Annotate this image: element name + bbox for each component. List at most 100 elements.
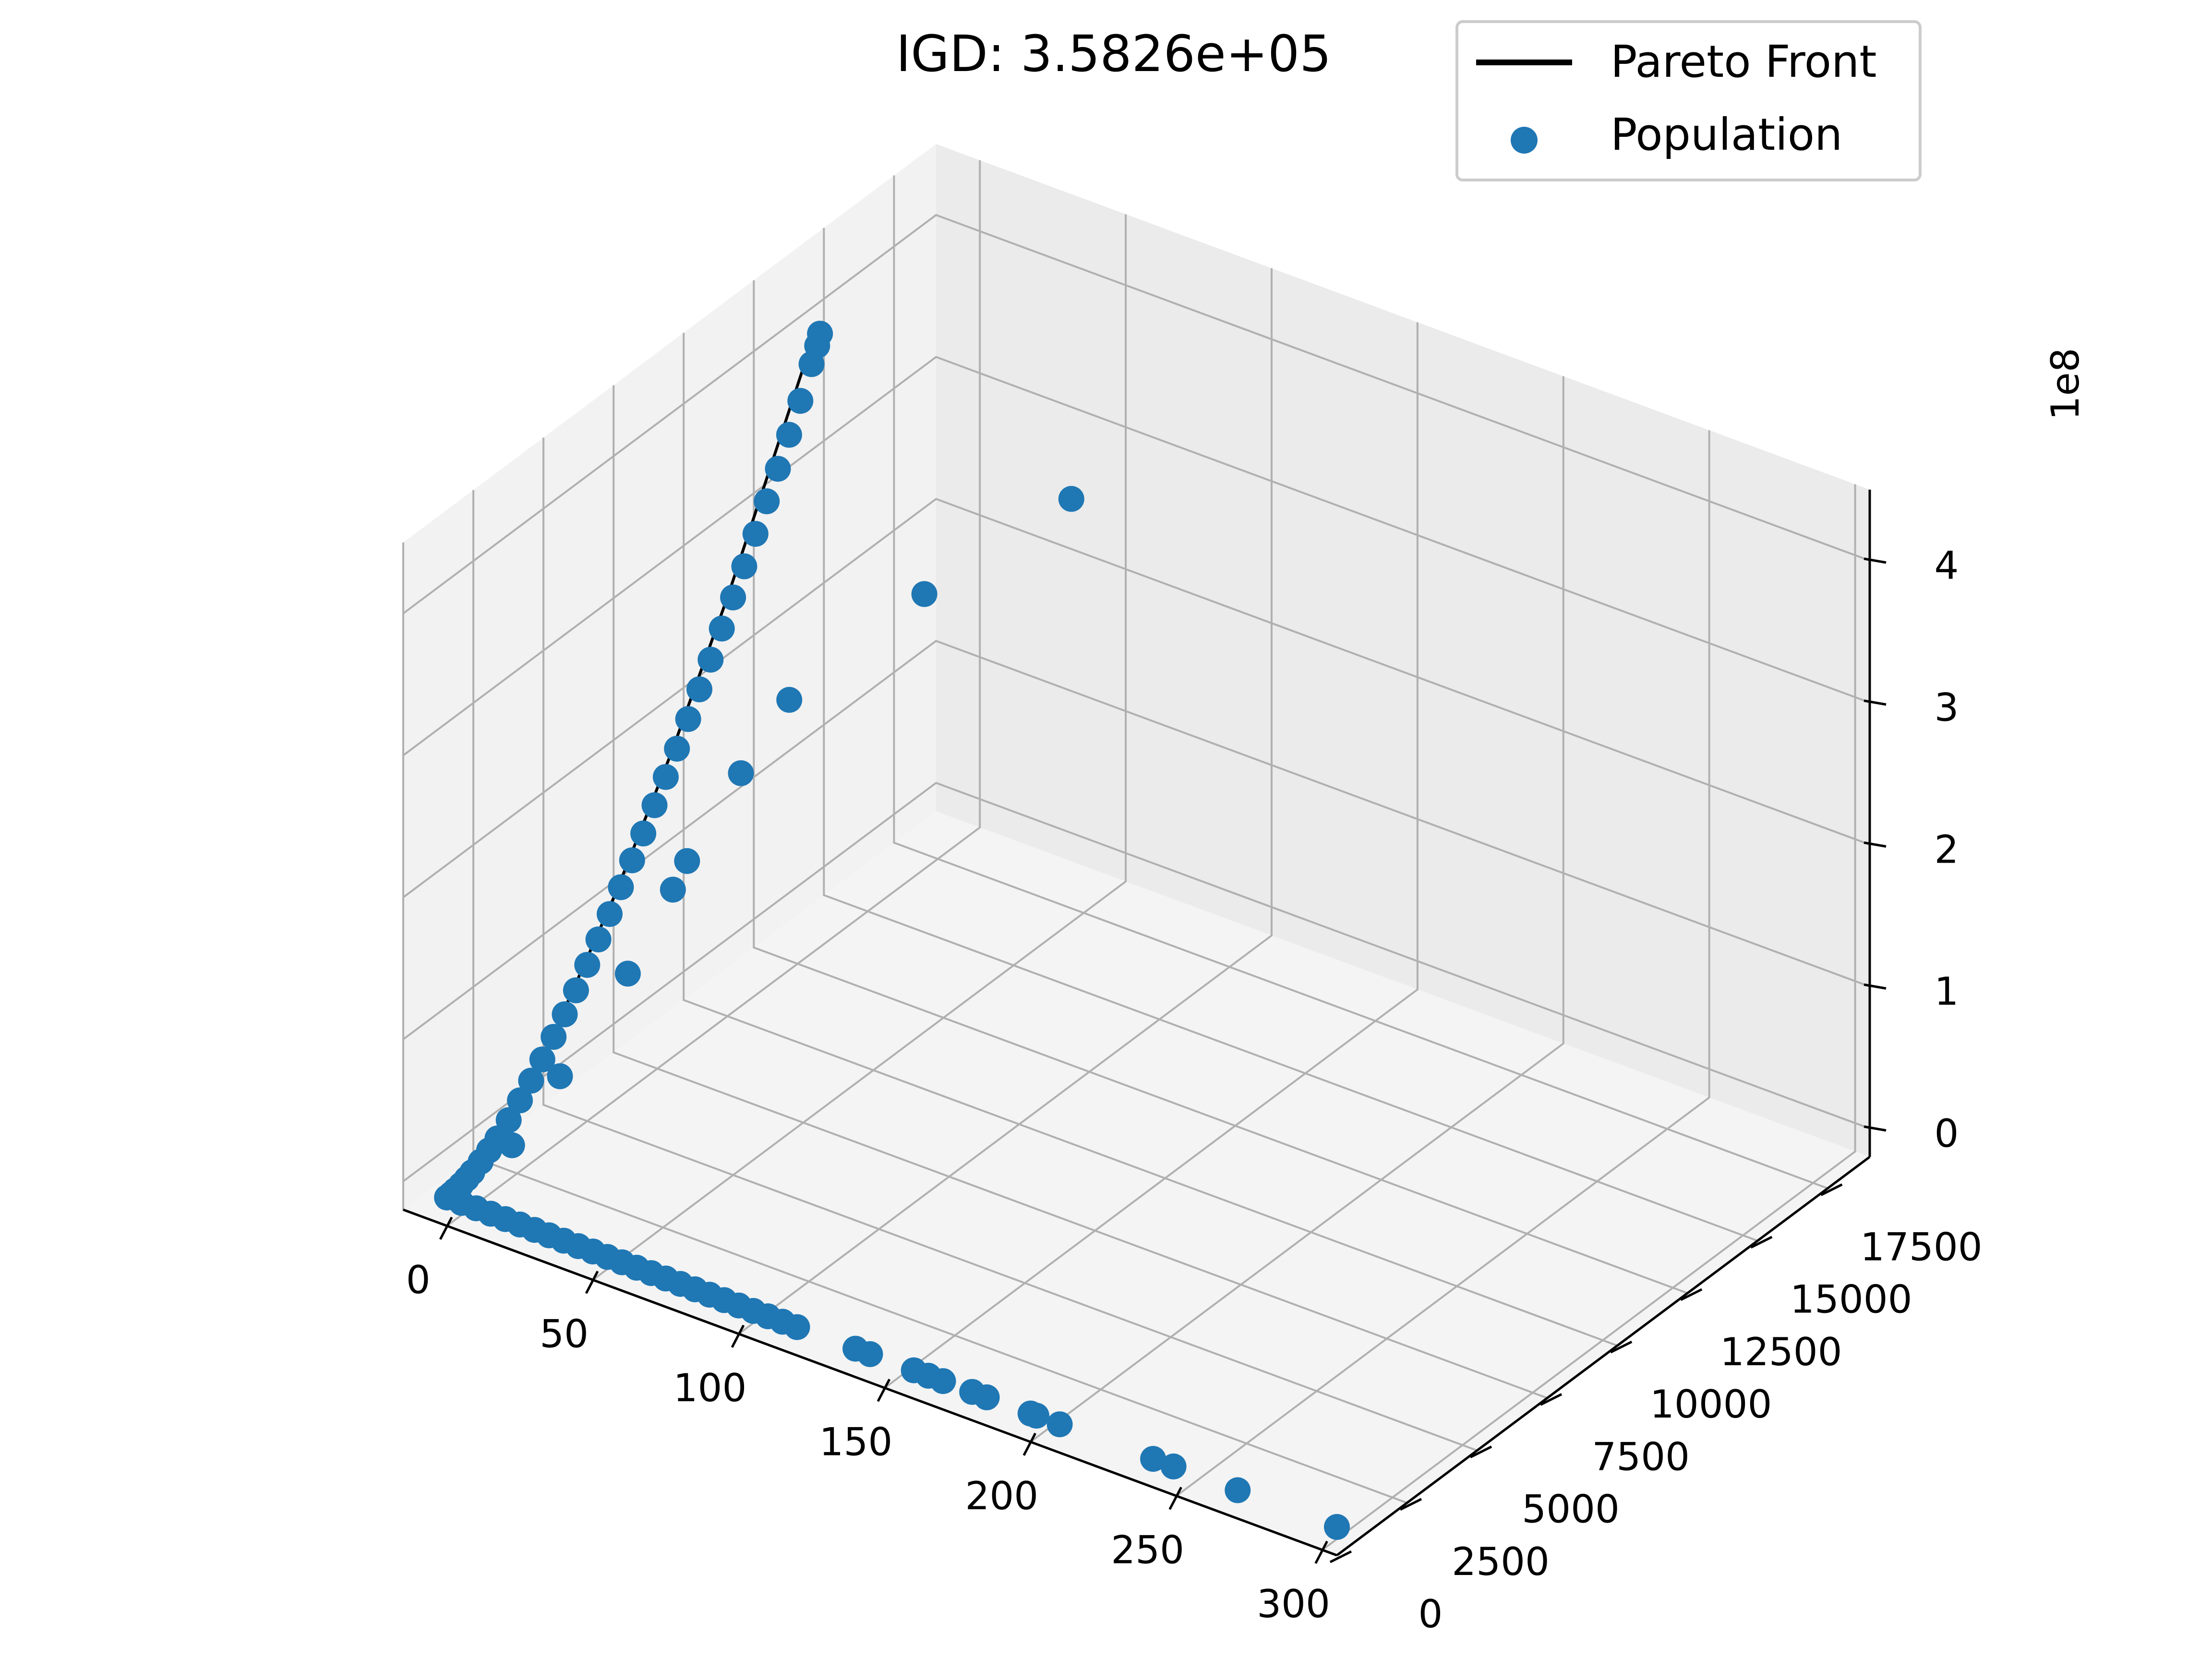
population-point — [697, 647, 724, 673]
z-tick-label: 2 — [1935, 827, 1959, 872]
x-tick — [877, 1379, 891, 1402]
x-axis-line — [403, 1208, 1337, 1557]
population-point — [709, 615, 735, 642]
grid-line-y — [893, 175, 1828, 1190]
z-tick-label: 4 — [1935, 543, 1959, 588]
grid-line-x — [446, 160, 981, 1227]
population-point — [652, 764, 679, 790]
z-tick — [1863, 1125, 1887, 1132]
y-axis-line — [1336, 1155, 1871, 1557]
x-tick-label: 50 — [540, 1311, 589, 1356]
population-point — [552, 1001, 578, 1027]
y-tick — [1469, 1445, 1492, 1458]
z-tick — [1863, 841, 1887, 848]
population-point — [1140, 1446, 1166, 1472]
population-point — [728, 760, 754, 786]
population-point — [574, 952, 601, 978]
x-tick-label: 250 — [1111, 1527, 1184, 1572]
population-point — [776, 686, 803, 713]
population-point — [619, 847, 645, 874]
population-point — [529, 1046, 555, 1073]
x-tick-label: 300 — [1257, 1582, 1330, 1626]
population-point — [776, 421, 802, 448]
grid-line-y — [753, 280, 1688, 1294]
population-point — [660, 877, 686, 903]
grid-line-z — [402, 639, 1870, 1040]
pane-back — [936, 144, 1870, 1157]
population-point — [731, 553, 757, 579]
population-point — [547, 1063, 573, 1089]
y-tick — [1329, 1550, 1352, 1563]
grid-line-z — [402, 214, 1870, 614]
z-tick — [1863, 699, 1887, 706]
z-tick — [1863, 557, 1887, 564]
population-point — [911, 581, 938, 607]
data-series — [434, 321, 1350, 1540]
grid-line-z — [402, 498, 1870, 899]
population-point — [641, 792, 668, 818]
legend-label-population: Population — [1611, 109, 1842, 160]
population-point — [518, 1068, 544, 1094]
grid-line-x — [884, 322, 1419, 1389]
population-point — [1160, 1453, 1187, 1479]
grid-line-y — [683, 333, 1618, 1347]
grid-line-y — [823, 228, 1758, 1242]
population-point — [597, 901, 623, 927]
x-tick-label: 200 — [965, 1474, 1038, 1518]
grid-line-z — [402, 356, 1870, 757]
population-point — [930, 1368, 956, 1395]
population-point — [664, 735, 690, 762]
z-tick — [1863, 983, 1887, 990]
population-point — [608, 874, 634, 901]
grid-line-x — [592, 214, 1127, 1281]
grid-line-y — [542, 437, 1478, 1452]
population-point — [495, 1107, 522, 1133]
population-point — [765, 456, 791, 482]
population-point — [784, 1314, 810, 1340]
population-point — [507, 1087, 533, 1114]
y-tick — [1540, 1393, 1563, 1406]
y-tick — [1750, 1236, 1773, 1249]
z-tick-label: 1 — [1935, 969, 1959, 1014]
x-tick — [731, 1324, 745, 1348]
population-point — [1023, 1403, 1049, 1429]
axes-lines — [403, 490, 1887, 1564]
population-point — [585, 926, 612, 952]
x-tick — [439, 1216, 453, 1240]
x-tick — [1314, 1540, 1328, 1564]
x-tick — [1168, 1487, 1182, 1510]
population-point — [974, 1384, 1000, 1410]
population-point — [630, 820, 657, 847]
x-tick-label: 0 — [406, 1258, 431, 1302]
y-tick-label: 17500 — [1860, 1225, 1983, 1270]
population-point — [787, 388, 814, 414]
population-point — [1046, 1411, 1073, 1438]
population-point — [499, 1132, 525, 1158]
x-tick — [1022, 1432, 1037, 1456]
z-offset-label: 1e8 — [2043, 348, 2088, 420]
z-tick-label: 0 — [1935, 1111, 1959, 1156]
grid-line-x — [738, 268, 1273, 1335]
population-point — [742, 521, 769, 547]
pane-floor — [403, 811, 1870, 1555]
grid-line-x — [1176, 430, 1710, 1497]
grid-line-x — [1030, 376, 1564, 1443]
y-tick-label: 12500 — [1720, 1330, 1842, 1374]
population-point — [674, 848, 700, 874]
y-tick — [1610, 1340, 1633, 1354]
legend-frame — [1455, 20, 1922, 181]
y-tick-label: 2500 — [1452, 1539, 1550, 1584]
chart-title: IGD: 3.5826e+05 — [896, 24, 1332, 83]
grid-line-z — [402, 781, 1870, 1182]
x-tick-label: 150 — [819, 1419, 893, 1464]
legend-label-pareto: Pareto Front — [1611, 36, 1876, 87]
y-tick-label: 7500 — [1592, 1434, 1690, 1479]
population-point — [807, 321, 833, 347]
y-tick-label: 5000 — [1522, 1487, 1620, 1532]
population-point — [1058, 486, 1084, 512]
y-tick — [1399, 1498, 1422, 1511]
population-point — [614, 961, 641, 987]
grid-line-y — [613, 385, 1548, 1399]
y-tick-label: 10000 — [1650, 1382, 1772, 1427]
